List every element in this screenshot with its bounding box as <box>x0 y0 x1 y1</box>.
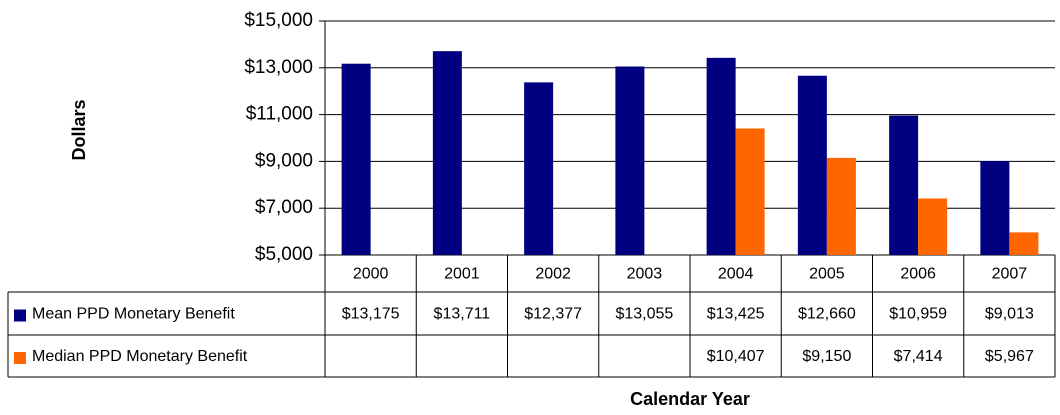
y-tick-label: $11,000 <box>246 104 313 125</box>
value-label: $13,425 <box>707 306 765 323</box>
bar <box>797 75 827 255</box>
x-tick-label: 2006 <box>900 266 936 283</box>
x-tick-label: 2000 <box>353 266 389 283</box>
value-label: $12,660 <box>798 306 856 323</box>
bar <box>615 66 645 255</box>
bar <box>889 115 919 255</box>
bar <box>735 128 765 255</box>
legend-label: Mean PPD Monetary Benefit <box>32 306 235 323</box>
bar <box>826 157 856 255</box>
x-tick-label: 2003 <box>627 266 663 283</box>
y-tick-label: $13,000 <box>244 57 313 78</box>
x-axis-title: Calendar Year <box>630 389 750 409</box>
value-label: $13,055 <box>615 306 673 323</box>
value-label: $9,013 <box>985 306 1034 323</box>
bar <box>706 57 736 256</box>
bar <box>980 161 1010 255</box>
x-tick-label: 2004 <box>718 266 754 283</box>
y-tick-label: $7,000 <box>255 197 313 218</box>
y-tick-label: $9,000 <box>255 150 313 171</box>
value-label: $9,150 <box>802 348 851 365</box>
bar <box>432 51 462 256</box>
legend-swatch <box>14 309 26 322</box>
legend-swatch <box>14 352 26 364</box>
value-label: $12,377 <box>524 306 582 323</box>
value-label: $7,414 <box>894 348 943 365</box>
x-tick-label: 2002 <box>535 266 571 283</box>
legend-label: Median PPD Monetary Benefit <box>32 348 248 365</box>
x-tick-label: 2005 <box>809 266 845 283</box>
value-label: $13,175 <box>342 306 400 323</box>
bar <box>1009 232 1039 255</box>
value-label: $10,407 <box>707 348 765 365</box>
y-axis-title: Dollars <box>69 99 89 160</box>
x-tick-label: 2001 <box>444 266 480 283</box>
y-tick-label: $15,000 <box>244 10 313 31</box>
value-label: $5,967 <box>985 348 1034 365</box>
bar <box>918 198 948 255</box>
x-tick-label: 2007 <box>992 266 1028 283</box>
value-label: $10,959 <box>889 306 947 323</box>
value-label: $13,711 <box>434 306 491 323</box>
y-tick-label: $5,000 <box>255 244 313 265</box>
bar <box>341 63 371 255</box>
bar <box>524 82 554 255</box>
